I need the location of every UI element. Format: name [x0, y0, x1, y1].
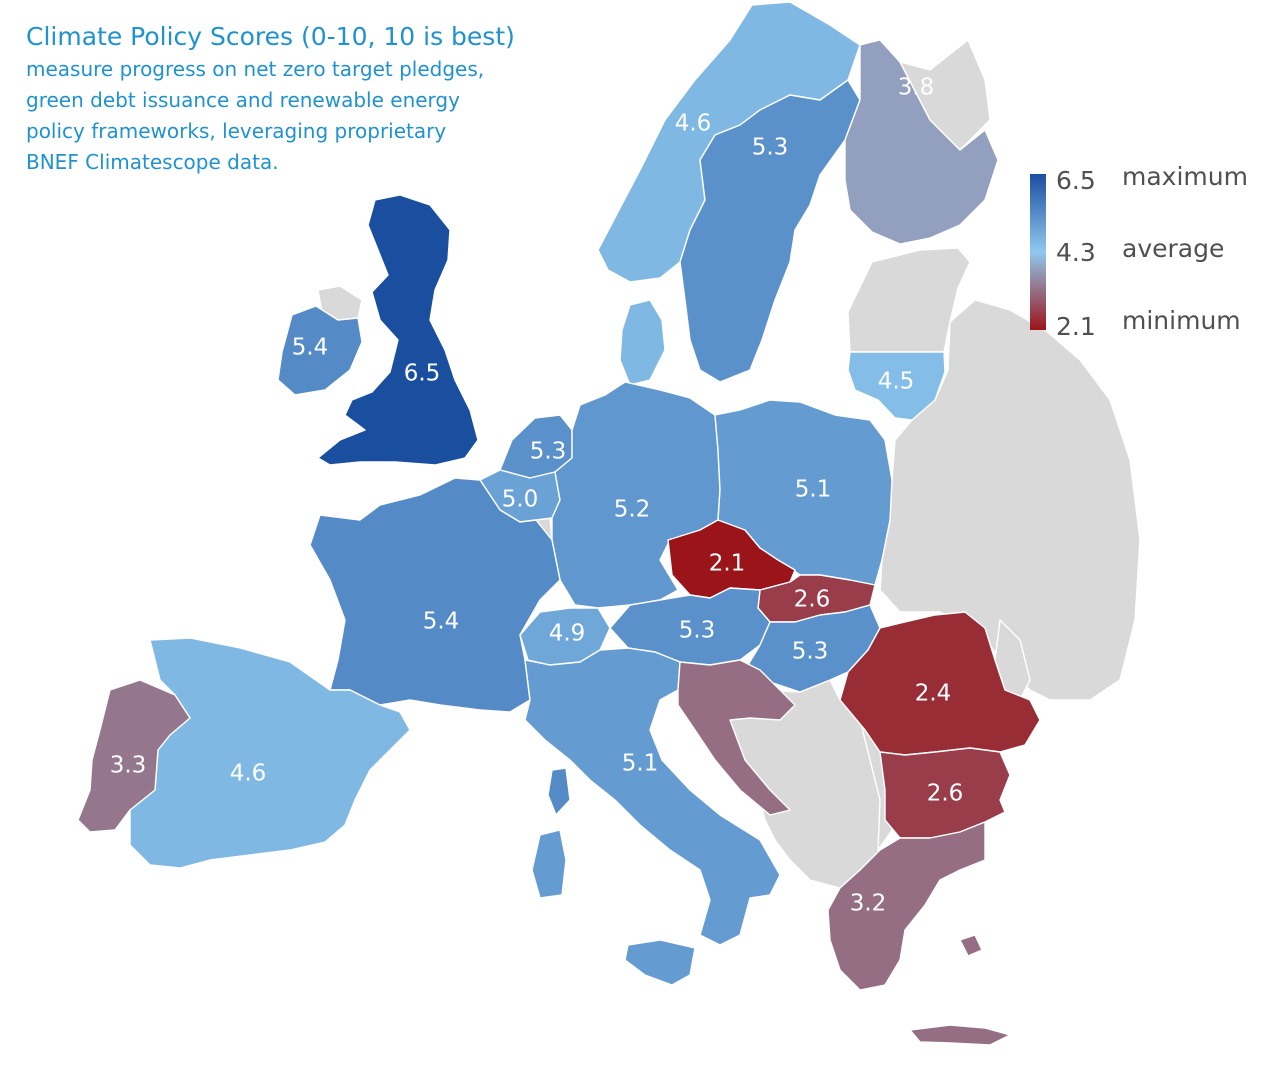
label-netherlands: 5.3: [530, 439, 567, 465]
label-finland: 3.8: [898, 75, 935, 101]
score-labels: 6.5 5.4 4.6 5.3 3.8 4.5 5.3 5.0 5.2 5.1 …: [110, 75, 964, 917]
country-portugal: [77, 679, 191, 833]
label-greece: 3.2: [850, 891, 887, 917]
label-czechia: 2.1: [709, 551, 746, 577]
country-lithuania: [847, 351, 946, 421]
map-header: Climate Policy Scores (0-10, 10 is best)…: [26, 20, 586, 178]
label-poland: 5.1: [795, 477, 832, 503]
label-spain: 4.6: [230, 761, 267, 787]
rated-countries: [77, 1, 1041, 1046]
label-germany: 5.2: [614, 497, 651, 523]
label-switzerland: 4.9: [549, 621, 586, 647]
country-denmark: [619, 299, 666, 386]
country-romania: [839, 611, 1041, 756]
country-crete: [909, 1024, 1011, 1046]
country-italy: [524, 647, 781, 946]
label-slovakia: 2.6: [794, 587, 831, 613]
label-portugal: 3.3: [110, 753, 147, 779]
legend-min-value: 2.1: [1056, 312, 1096, 341]
label-italy: 5.1: [622, 751, 659, 777]
country-greece: [827, 821, 986, 991]
legend-gradient-bar: [1030, 174, 1046, 330]
label-bulgaria: 2.6: [927, 781, 964, 807]
label-uk: 6.5: [404, 361, 441, 387]
country-sweden: [679, 79, 861, 383]
legend-max-label: maximum: [1122, 162, 1248, 191]
label-ireland: 5.4: [292, 335, 329, 361]
label-belgium: 5.0: [502, 487, 539, 513]
color-legend: 6.5 maximum 4.3 average 2.1 minimum: [1030, 162, 1270, 342]
legend-min-label: minimum: [1122, 306, 1241, 335]
country-sicily: [624, 939, 696, 986]
label-norway: 4.6: [675, 111, 712, 137]
label-hungary: 5.3: [792, 639, 829, 665]
legend-max-value: 6.5: [1056, 166, 1096, 195]
label-france: 5.4: [423, 609, 460, 635]
country-finland: [844, 39, 999, 245]
country-sardinia: [531, 829, 567, 899]
country-germany: [551, 381, 721, 609]
country-ireland: [277, 305, 363, 396]
label-austria: 5.3: [679, 618, 716, 644]
label-sweden: 5.3: [752, 135, 789, 161]
country-corsica: [547, 767, 571, 816]
legend-avg-value: 4.3: [1056, 238, 1096, 267]
country-greek-islands: [959, 934, 983, 957]
legend-avg-label: average: [1122, 234, 1225, 263]
map-subtitle: measure progress on net zero target pled…: [26, 57, 485, 174]
country-bulgaria: [879, 747, 1011, 839]
label-lithuania: 4.5: [878, 369, 915, 395]
country-croatia: [677, 659, 796, 816]
map-title: Climate Policy Scores (0-10, 10 is best): [26, 22, 515, 51]
label-romania: 2.4: [915, 681, 952, 707]
country-uk: [317, 194, 479, 466]
